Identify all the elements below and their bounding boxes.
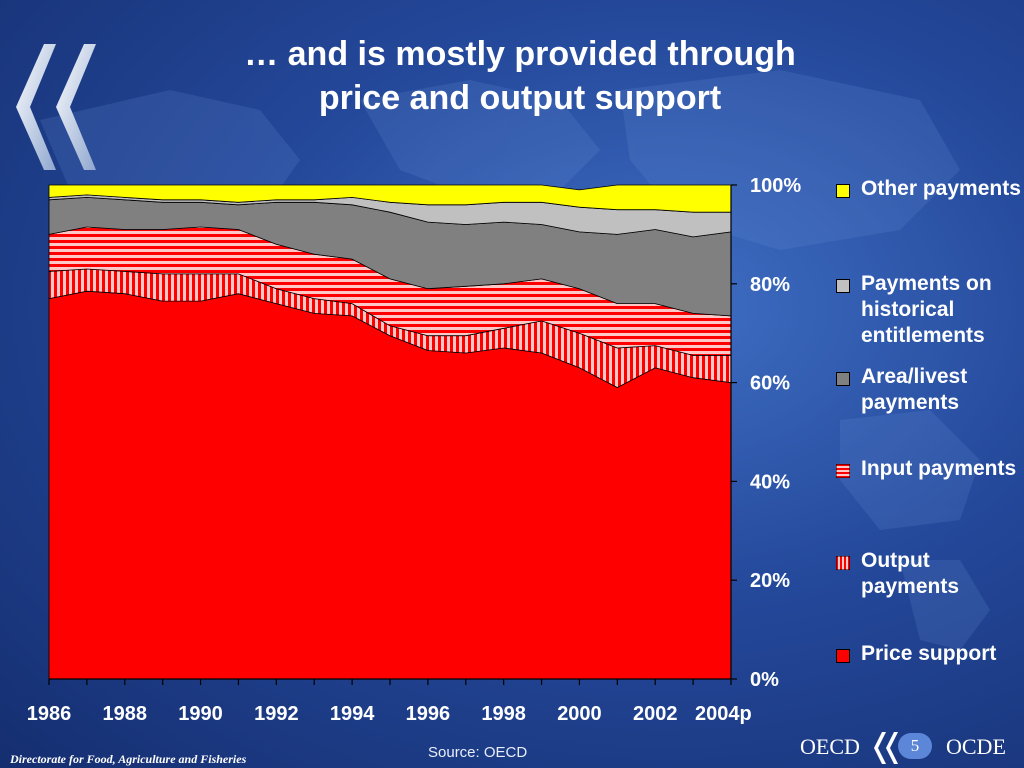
x-tick-label: 1998 bbox=[481, 703, 526, 725]
legend-label: Payments on historical entitlements bbox=[861, 272, 992, 347]
y-tick-label: 60% bbox=[750, 373, 790, 395]
directorate-footer: Directorate for Food, Agriculture and Fi… bbox=[10, 752, 247, 766]
y-tick-label: 100% bbox=[750, 175, 801, 197]
ocde-wordmark: OCDE bbox=[946, 734, 1006, 759]
oecd-wordmark: OECD bbox=[800, 734, 860, 759]
oecd-small-chevron-icon bbox=[874, 732, 898, 764]
price-support-swatch bbox=[836, 649, 850, 663]
y-tick-label: 0% bbox=[750, 669, 779, 691]
chart-legend: Other payments Payments on historical en… bbox=[836, 176, 1024, 706]
x-tick-label: 2000 bbox=[557, 703, 602, 725]
legend-label: Other payments bbox=[861, 177, 1021, 200]
legend-label: Area/livest payments bbox=[861, 365, 968, 414]
x-tick-label: 1994 bbox=[330, 703, 375, 725]
title-line-2: price and output support bbox=[318, 79, 722, 117]
source-note: Source: OECD bbox=[428, 744, 528, 761]
x-tick-label: 1996 bbox=[406, 703, 451, 725]
output-payments-swatch-pattern bbox=[836, 556, 850, 570]
oecd-chevron-logo bbox=[16, 44, 96, 170]
input-payments-swatch-pattern bbox=[836, 464, 850, 478]
title-line-1: … and is mostly provided through bbox=[244, 35, 796, 73]
x-tick-label: 1990 bbox=[178, 703, 223, 725]
legend-label: Price support bbox=[861, 642, 997, 665]
x-tick-label: 2002 bbox=[633, 703, 678, 725]
x-tick-label: 1986 bbox=[27, 703, 72, 725]
page-number-badge: 5 bbox=[898, 733, 932, 759]
y-tick-label: 40% bbox=[750, 471, 790, 493]
input-payments-swatch bbox=[836, 464, 850, 478]
area-series-group bbox=[48, 184, 732, 680]
x-tick-label: 2004p bbox=[695, 703, 752, 725]
legend-label: Output payments bbox=[861, 549, 960, 598]
historical-payments-swatch bbox=[836, 279, 850, 293]
output-payments-swatch bbox=[836, 556, 850, 570]
y-tick-label: 80% bbox=[750, 274, 790, 296]
x-tick-label: 1992 bbox=[254, 703, 299, 725]
area-livest-payments-swatch bbox=[836, 372, 850, 386]
legend-label: Input payments bbox=[861, 457, 1017, 480]
axes-group bbox=[48, 184, 737, 685]
other-payments-swatch bbox=[836, 184, 850, 198]
slide-title: … and is mostly provided through price a… bbox=[200, 32, 840, 120]
x-tick-label: 1988 bbox=[103, 703, 148, 725]
tick-labels-group: 1986 1988 1990 1992 1994 1996 1998 2000 2002 2004… bbox=[27, 175, 802, 725]
y-tick-label: 20% bbox=[750, 570, 790, 592]
